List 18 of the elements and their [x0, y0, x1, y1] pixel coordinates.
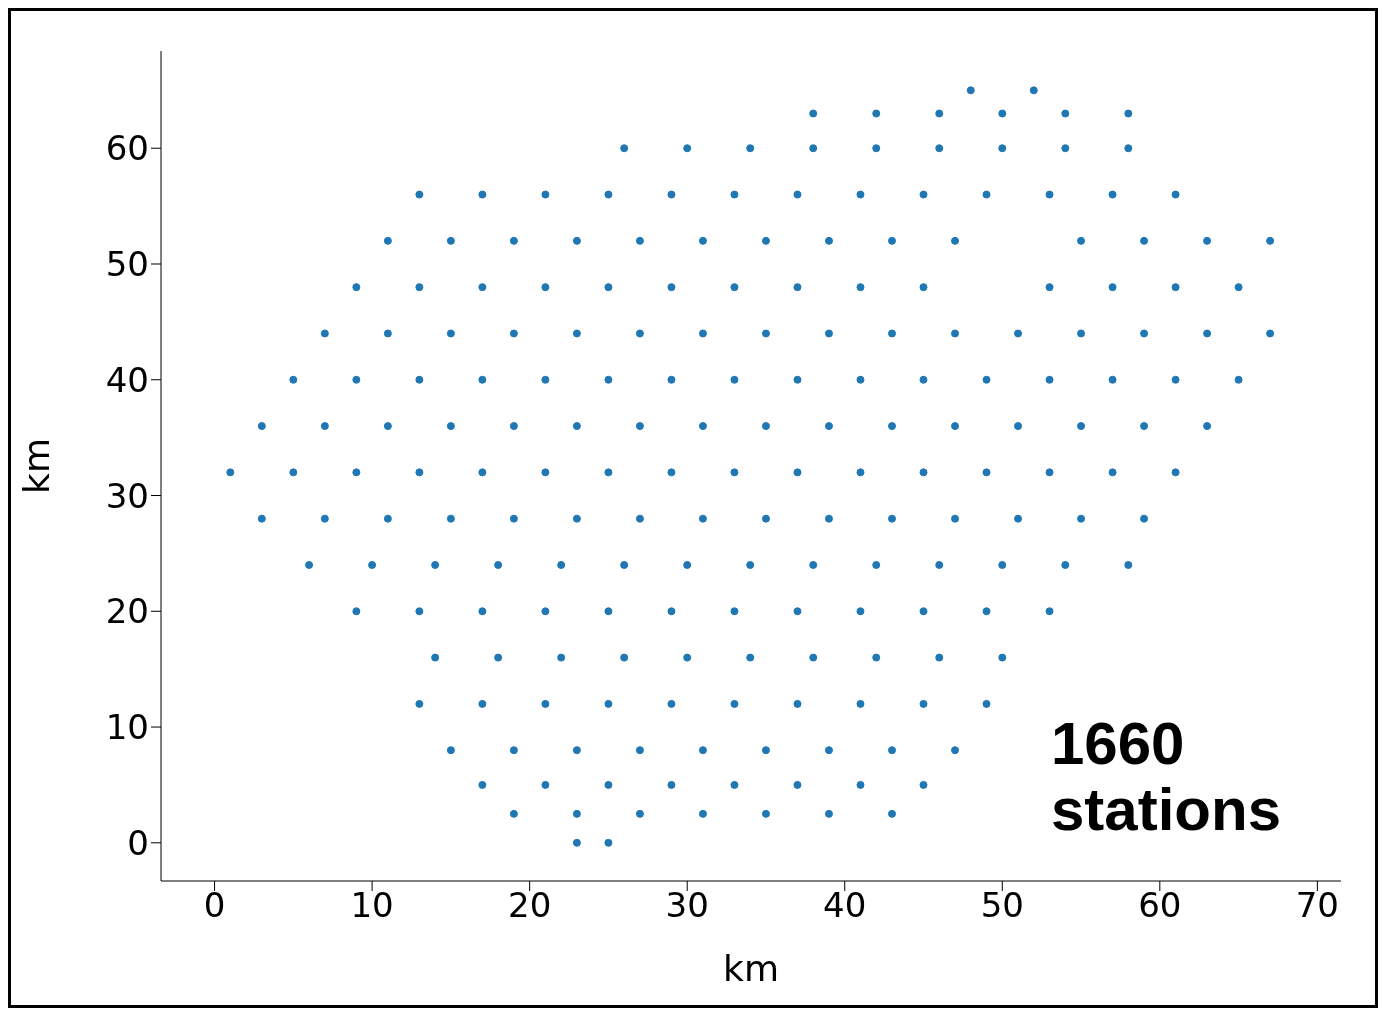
y-tick-label: 60	[105, 128, 149, 169]
x-axis-title: km	[723, 948, 779, 989]
y-tick-label: 40	[105, 359, 149, 400]
y-tick-label: 20	[105, 591, 149, 632]
x-tick-label: 10	[350, 885, 394, 926]
y-axis-title: km	[15, 438, 57, 494]
x-tick-label: 50	[980, 885, 1024, 926]
x-tick-label: 60	[1138, 885, 1182, 926]
y-tick-label: 0	[127, 822, 149, 863]
x-tick-label: 20	[508, 885, 552, 926]
x-tick-label: 40	[823, 885, 867, 926]
annotation: 1660 stations	[1051, 710, 1283, 843]
y-tick-label: 50	[105, 244, 149, 285]
x-tick-label: 70	[1295, 885, 1339, 926]
y-tick-label: 30	[105, 475, 149, 516]
x-tick-label: 0	[203, 885, 226, 926]
y-tick-label: 10	[105, 707, 149, 748]
x-tick-label: 30	[665, 885, 709, 926]
